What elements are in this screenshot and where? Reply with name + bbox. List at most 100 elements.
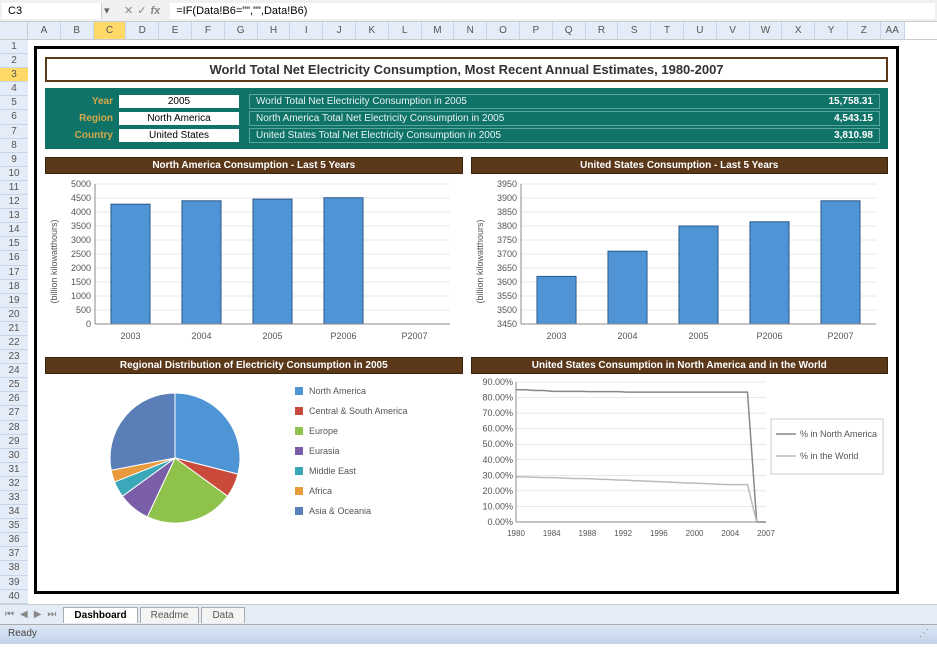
fx-icon[interactable]: fx: [150, 5, 160, 17]
tab-next-icon[interactable]: ▶: [31, 609, 45, 620]
col-header-V[interactable]: V: [717, 22, 750, 39]
col-header-D[interactable]: D: [126, 22, 159, 39]
col-header-Z[interactable]: Z: [848, 22, 881, 39]
svg-text:3800: 3800: [496, 221, 516, 231]
formula-input[interactable]: =IF(Data!B6="","",Data!B6): [170, 3, 935, 19]
col-header-M[interactable]: M: [422, 22, 455, 39]
row-header-1[interactable]: 1: [0, 40, 28, 54]
row-header-36[interactable]: 36: [0, 533, 28, 547]
col-header-Y[interactable]: Y: [815, 22, 848, 39]
row-header-15[interactable]: 15: [0, 237, 28, 251]
col-header-R[interactable]: R: [586, 22, 619, 39]
col-header-P[interactable]: P: [520, 22, 553, 39]
row-header-13[interactable]: 13: [0, 209, 28, 223]
sheet-tab-dashboard[interactable]: Dashboard: [63, 607, 137, 623]
row-header-7[interactable]: 7: [0, 125, 28, 139]
row-header-38[interactable]: 38: [0, 561, 28, 575]
col-header-W[interactable]: W: [750, 22, 783, 39]
col-header-H[interactable]: H: [258, 22, 291, 39]
select-all-corner[interactable]: [0, 22, 28, 39]
row-header-33[interactable]: 33: [0, 491, 28, 505]
col-header-U[interactable]: U: [684, 22, 717, 39]
summary-value: 15,758.31: [829, 96, 874, 107]
region-value[interactable]: North America: [119, 112, 239, 125]
worksheet-canvas[interactable]: World Total Net Electricity Consumption,…: [28, 40, 937, 604]
row-header-3[interactable]: 3: [0, 68, 28, 82]
col-header-N[interactable]: N: [454, 22, 487, 39]
row-header-16[interactable]: 16: [0, 251, 28, 265]
row-header-17[interactable]: 17: [0, 266, 28, 280]
row-header-30[interactable]: 30: [0, 449, 28, 463]
row-header-31[interactable]: 31: [0, 463, 28, 477]
col-header-A[interactable]: A: [28, 22, 61, 39]
cancel-icon[interactable]: ✕: [124, 4, 133, 17]
dashboard-frame: World Total Net Electricity Consumption,…: [34, 46, 899, 594]
col-header-I[interactable]: I: [290, 22, 323, 39]
col-header-E[interactable]: E: [159, 22, 192, 39]
year-value[interactable]: 2005: [119, 95, 239, 108]
row-header-27[interactable]: 27: [0, 406, 28, 420]
row-header-35[interactable]: 35: [0, 519, 28, 533]
sheet-tab-readme[interactable]: Readme: [140, 607, 200, 623]
row-header-22[interactable]: 22: [0, 336, 28, 350]
col-header-K[interactable]: K: [356, 22, 389, 39]
svg-text:4500: 4500: [71, 193, 91, 203]
row-header-18[interactable]: 18: [0, 280, 28, 294]
row-header-4[interactable]: 4: [0, 82, 28, 96]
svg-text:Asia & Oceania: Asia & Oceania: [309, 506, 371, 516]
row-header-19[interactable]: 19: [0, 294, 28, 308]
name-box[interactable]: C3: [2, 3, 102, 19]
col-header-X[interactable]: X: [782, 22, 815, 39]
svg-text:90.00%: 90.00%: [482, 377, 513, 387]
row-header-28[interactable]: 28: [0, 421, 28, 435]
accept-icon[interactable]: ✓: [137, 4, 146, 17]
row-header-34[interactable]: 34: [0, 505, 28, 519]
row-header-11[interactable]: 11: [0, 181, 28, 195]
col-header-T[interactable]: T: [651, 22, 684, 39]
formula-icons: ✕ ✓ fx: [116, 4, 168, 17]
svg-text:2000: 2000: [71, 263, 91, 273]
svg-text:5000: 5000: [71, 179, 91, 189]
col-header-G[interactable]: G: [225, 22, 258, 39]
row-header-23[interactable]: 23: [0, 350, 28, 364]
row-header-12[interactable]: 12: [0, 195, 28, 209]
summary-label: United States Total Net Electricity Cons…: [256, 130, 834, 141]
tab-prev-icon[interactable]: ◀: [17, 609, 31, 620]
col-header-J[interactable]: J: [323, 22, 356, 39]
resize-grip-icon[interactable]: ⋰: [919, 628, 929, 641]
tab-last-icon[interactable]: ⏭: [44, 609, 59, 620]
col-header-F[interactable]: F: [192, 22, 225, 39]
svg-text:P2007: P2007: [827, 331, 853, 341]
row-header-29[interactable]: 29: [0, 435, 28, 449]
country-value[interactable]: United States: [119, 129, 239, 142]
name-box-dropdown-icon[interactable]: ▾: [104, 4, 116, 17]
row-header-40[interactable]: 40: [0, 590, 28, 604]
row-header-20[interactable]: 20: [0, 308, 28, 322]
row-header-2[interactable]: 2: [0, 54, 28, 68]
col-header-C[interactable]: C: [94, 22, 127, 39]
row-header-39[interactable]: 39: [0, 576, 28, 590]
col-header-Q[interactable]: Q: [553, 22, 586, 39]
row-header-8[interactable]: 8: [0, 139, 28, 153]
col-header-AA[interactable]: AA: [881, 22, 905, 39]
row-header-25[interactable]: 25: [0, 378, 28, 392]
tab-first-icon[interactable]: ⏮: [2, 609, 17, 620]
row-header-6[interactable]: 6: [0, 110, 28, 124]
svg-text:1500: 1500: [71, 277, 91, 287]
sheet-tab-data[interactable]: Data: [201, 607, 244, 623]
col-header-B[interactable]: B: [61, 22, 94, 39]
col-header-O[interactable]: O: [487, 22, 520, 39]
col-header-L[interactable]: L: [389, 22, 422, 39]
row-header-9[interactable]: 9: [0, 153, 28, 167]
row-header-21[interactable]: 21: [0, 322, 28, 336]
svg-text:Europe: Europe: [309, 426, 338, 436]
row-header-26[interactable]: 26: [0, 392, 28, 406]
row-header-37[interactable]: 37: [0, 547, 28, 561]
row-header-32[interactable]: 32: [0, 477, 28, 491]
tab-nav: ⏮ ◀ ▶ ⏭: [0, 609, 61, 620]
col-header-S[interactable]: S: [618, 22, 651, 39]
row-header-5[interactable]: 5: [0, 96, 28, 110]
row-header-14[interactable]: 14: [0, 223, 28, 237]
row-header-24[interactable]: 24: [0, 364, 28, 378]
row-header-10[interactable]: 10: [0, 167, 28, 181]
